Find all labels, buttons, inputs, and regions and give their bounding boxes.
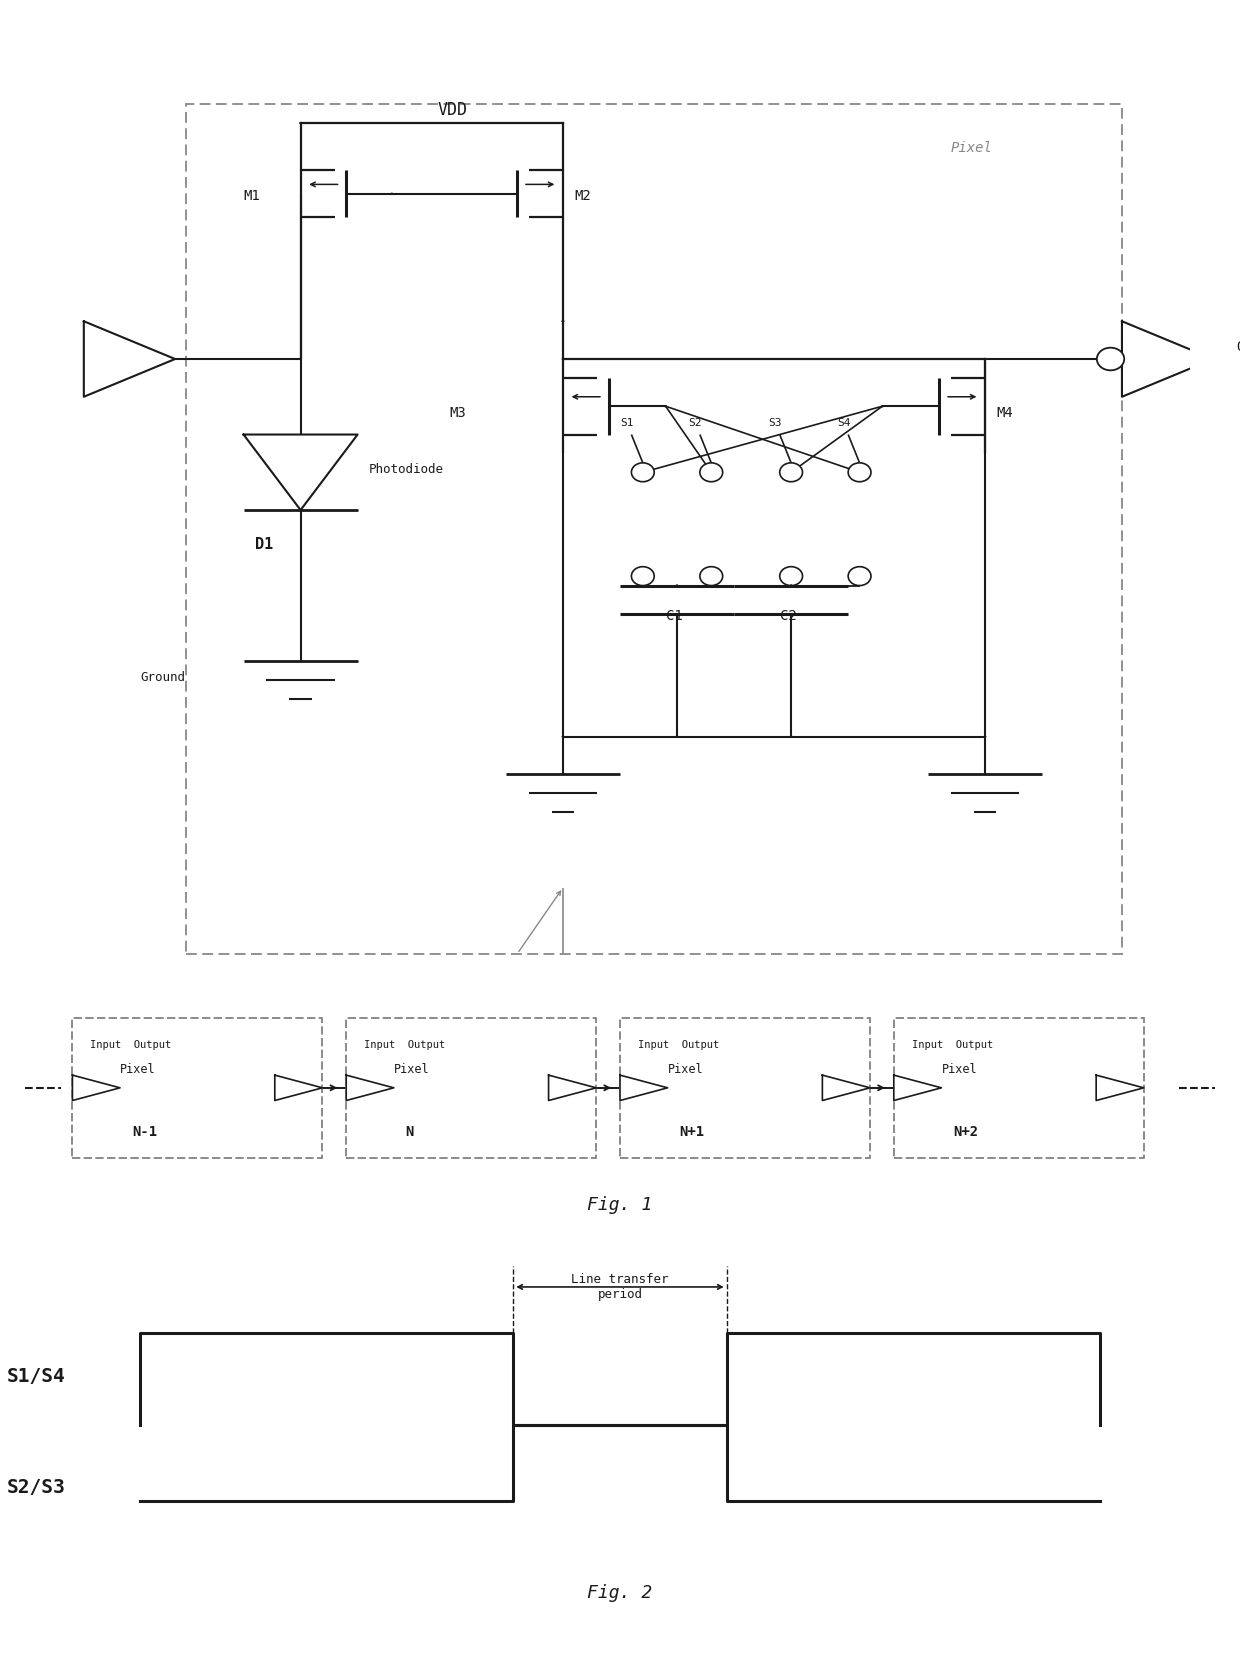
Text: Line transfer
period: Line transfer period xyxy=(572,1271,668,1299)
Circle shape xyxy=(1097,349,1125,371)
Text: C2: C2 xyxy=(780,609,796,622)
Text: N-1: N-1 xyxy=(131,1125,157,1139)
Circle shape xyxy=(848,463,870,483)
Polygon shape xyxy=(548,1076,596,1101)
Text: N+2: N+2 xyxy=(954,1125,978,1139)
Text: Input  Output: Input Output xyxy=(365,1039,445,1049)
Circle shape xyxy=(631,568,655,586)
Text: Pixel: Pixel xyxy=(941,1063,977,1076)
Text: Input  Output: Input Output xyxy=(637,1039,719,1049)
Text: Photodiode: Photodiode xyxy=(370,463,444,477)
Text: Ground: Ground xyxy=(141,670,186,684)
Bar xyxy=(72,1018,322,1158)
Text: Output: Output xyxy=(1236,339,1240,354)
Text: Pixel: Pixel xyxy=(394,1063,429,1076)
Polygon shape xyxy=(1096,1076,1143,1101)
Text: Input  Output: Input Output xyxy=(911,1039,993,1049)
Text: Fig. 2: Fig. 2 xyxy=(588,1584,652,1600)
Circle shape xyxy=(631,463,655,483)
Polygon shape xyxy=(822,1076,870,1101)
Text: S1: S1 xyxy=(620,417,634,429)
Circle shape xyxy=(780,568,802,586)
Text: Input  Output: Input Output xyxy=(91,1039,171,1049)
Polygon shape xyxy=(346,1076,394,1101)
Text: C1: C1 xyxy=(666,609,682,622)
Bar xyxy=(894,1018,1143,1158)
Text: S1/S4: S1/S4 xyxy=(6,1367,66,1385)
Bar xyxy=(620,1018,870,1158)
Polygon shape xyxy=(894,1076,941,1101)
Text: M4: M4 xyxy=(997,405,1013,419)
Text: M1: M1 xyxy=(243,189,260,202)
Text: Pixel: Pixel xyxy=(667,1063,703,1076)
Text: Pixel: Pixel xyxy=(120,1063,156,1076)
Text: M3: M3 xyxy=(449,405,466,419)
Bar xyxy=(186,106,1122,953)
Text: S4: S4 xyxy=(837,417,851,429)
Circle shape xyxy=(699,463,723,483)
Text: N: N xyxy=(405,1125,414,1139)
Circle shape xyxy=(780,463,802,483)
Polygon shape xyxy=(275,1076,322,1101)
Circle shape xyxy=(699,568,723,586)
Polygon shape xyxy=(620,1076,667,1101)
Text: N+1: N+1 xyxy=(680,1125,704,1139)
Text: S2/S3: S2/S3 xyxy=(6,1476,66,1496)
Text: VDD: VDD xyxy=(438,101,467,119)
Circle shape xyxy=(848,568,870,586)
Text: M2: M2 xyxy=(574,189,591,202)
Text: S3: S3 xyxy=(769,417,781,429)
Bar xyxy=(346,1018,596,1158)
Polygon shape xyxy=(72,1076,120,1101)
Text: Pixel: Pixel xyxy=(951,141,993,156)
Text: Fig. 1: Fig. 1 xyxy=(588,1195,652,1213)
Text: S2: S2 xyxy=(688,417,702,429)
Text: D1: D1 xyxy=(255,536,273,551)
